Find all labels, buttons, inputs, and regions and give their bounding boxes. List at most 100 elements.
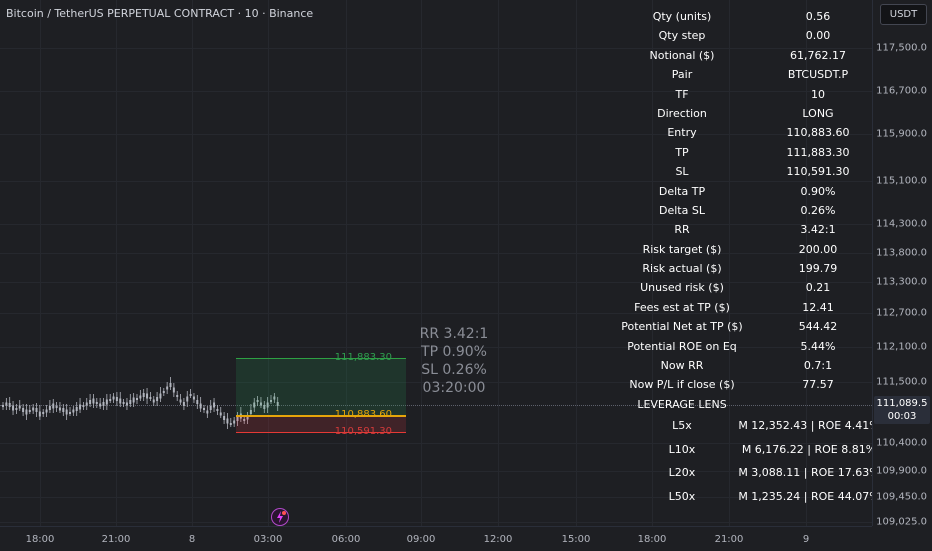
bar-countdown: 00:03 <box>887 411 917 422</box>
candle-body <box>79 404 82 410</box>
stats-label: Notional ($) <box>649 48 715 62</box>
price-tick-label: 113,800.0 <box>876 247 927 259</box>
current-price-line <box>0 405 872 406</box>
entry-line[interactable] <box>236 415 406 417</box>
stats-label: Entry <box>667 126 697 140</box>
candle-body <box>112 396 115 400</box>
lightning-icon[interactable] <box>271 508 289 526</box>
candle-body <box>48 406 51 410</box>
grid-line-vertical <box>806 0 807 526</box>
candle-body <box>119 398 122 404</box>
chart-area[interactable]: Bitcoin / TetherUS PERPETUAL CONTRACT · … <box>0 0 880 526</box>
stats-row: Risk actual ($) 199.79 <box>600 259 872 278</box>
candle-body <box>199 403 202 409</box>
leverage-row: L5x M 12,352.43 | ROE 4.41% <box>600 414 880 438</box>
stats-value: 0.21 <box>805 281 831 295</box>
stats-row: Unused risk ($) 0.21 <box>600 278 872 297</box>
symbol-title[interactable]: Bitcoin / TetherUS PERPETUAL CONTRACT · … <box>6 7 314 20</box>
candle-body <box>42 412 45 414</box>
candle-body <box>72 409 75 413</box>
stats-value: 77.57 <box>802 378 834 392</box>
stats-row: Risk target ($) 200.00 <box>600 240 872 259</box>
long-position-tool[interactable]: 111,883.30 110,883.60 110,591.30 <box>236 352 406 437</box>
currency-button[interactable]: USDT <box>880 4 927 25</box>
price-axis[interactable]: 117,500.0 116,700.0 115,900.0 115,100.0 114,… <box>872 0 932 528</box>
overlay-tp: TP 0.90% <box>421 344 487 360</box>
stats-value: LONG <box>802 106 834 120</box>
time-axis[interactable]: 18:00 21:00 8 03:00 06:00 09:00 12:00 15:00 18:0… <box>0 526 872 551</box>
take-profit-price-label: 111,883.30 <box>334 352 392 363</box>
candle-body <box>276 402 279 406</box>
grid-line-horizontal <box>0 282 872 283</box>
candle-body <box>156 397 159 401</box>
price-tick-label: 109,025.0 <box>876 516 927 528</box>
stats-label: Delta SL <box>659 203 705 217</box>
candle-body <box>229 423 232 425</box>
price-candles <box>2 377 279 429</box>
candle-body <box>5 402 8 406</box>
candle-body <box>18 405 21 409</box>
time-tick-label: 12:00 <box>483 534 513 545</box>
stats-row: Entry 110,883.60 <box>600 123 872 142</box>
candle-body <box>102 402 105 406</box>
stats-label: Risk target ($) <box>642 242 722 256</box>
candle-body <box>182 402 185 406</box>
last-price-tag: 111,089.5 00:03 <box>874 396 930 424</box>
candle-body <box>259 402 262 406</box>
leverage-value: M 12,352.43 | ROE 4.41% <box>738 419 880 433</box>
candle-body <box>249 410 252 414</box>
overlay-rr: RR 3.42:1 <box>419 326 489 342</box>
stats-value: 0.00 <box>805 29 831 43</box>
candle-body <box>236 417 239 421</box>
candle-body <box>109 399 112 401</box>
stop-loss-line[interactable] <box>236 432 406 433</box>
candle-body <box>169 383 172 387</box>
price-tick-label: 115,100.0 <box>876 175 927 187</box>
grid-line-vertical <box>192 0 193 526</box>
candle-body <box>136 398 138 400</box>
stats-row: Delta TP 0.90% <box>600 182 872 201</box>
stats-label: Now RR <box>660 359 704 373</box>
stats-value: 544.42 <box>798 320 838 334</box>
stats-label: Pair <box>671 68 693 82</box>
price-tick-label: 115,900.0 <box>876 128 927 140</box>
candle-body <box>176 395 179 397</box>
leverage-row: L50x M 1,235.24 | ROE 44.07% <box>600 485 880 509</box>
candle-body <box>233 420 236 424</box>
loss-zone[interactable] <box>236 416 406 432</box>
candle-body <box>92 398 95 404</box>
grid-line-vertical <box>116 0 117 526</box>
grid-line-vertical <box>346 0 347 526</box>
candle-body <box>62 408 65 412</box>
candle-body <box>266 402 269 408</box>
candle-body <box>8 403 11 407</box>
candle-body <box>159 393 162 399</box>
candle-body <box>273 396 276 400</box>
candle-body <box>166 386 169 390</box>
stats-label: TF <box>675 87 689 101</box>
price-tick-label: 116,700.0 <box>876 85 927 97</box>
candle-body <box>179 399 182 403</box>
stats-row: Pair BTCUSDT.P <box>600 65 872 84</box>
grid-line-horizontal <box>0 313 872 314</box>
grid-line-horizontal <box>0 91 872 92</box>
candle-body <box>129 400 132 404</box>
stats-value: 10 <box>811 87 825 101</box>
candle-body <box>189 394 192 396</box>
grid-line-vertical <box>729 0 730 526</box>
candle-body <box>139 395 142 399</box>
grid-line-horizontal <box>0 181 872 182</box>
candle-body <box>270 400 272 402</box>
price-tick-label: 109,900.0 <box>876 465 927 477</box>
position-stats-table: Qty (units) 0.56 Qty step 0.00 Notional ($) 6… <box>600 7 880 509</box>
profit-zone[interactable] <box>236 358 406 417</box>
price-tick-label: 111,500.0 <box>876 376 927 388</box>
leverage-label: L20x <box>668 466 696 480</box>
stats-row: RR 3.42:1 <box>600 220 872 239</box>
stats-value: 0.7:1 <box>803 359 833 373</box>
candle-body <box>35 408 38 412</box>
candle-body <box>162 391 165 393</box>
candle-body <box>226 418 229 424</box>
candle-body <box>142 393 145 397</box>
leverage-row: L20x M 3,088.11 | ROE 17.63% <box>600 461 880 485</box>
